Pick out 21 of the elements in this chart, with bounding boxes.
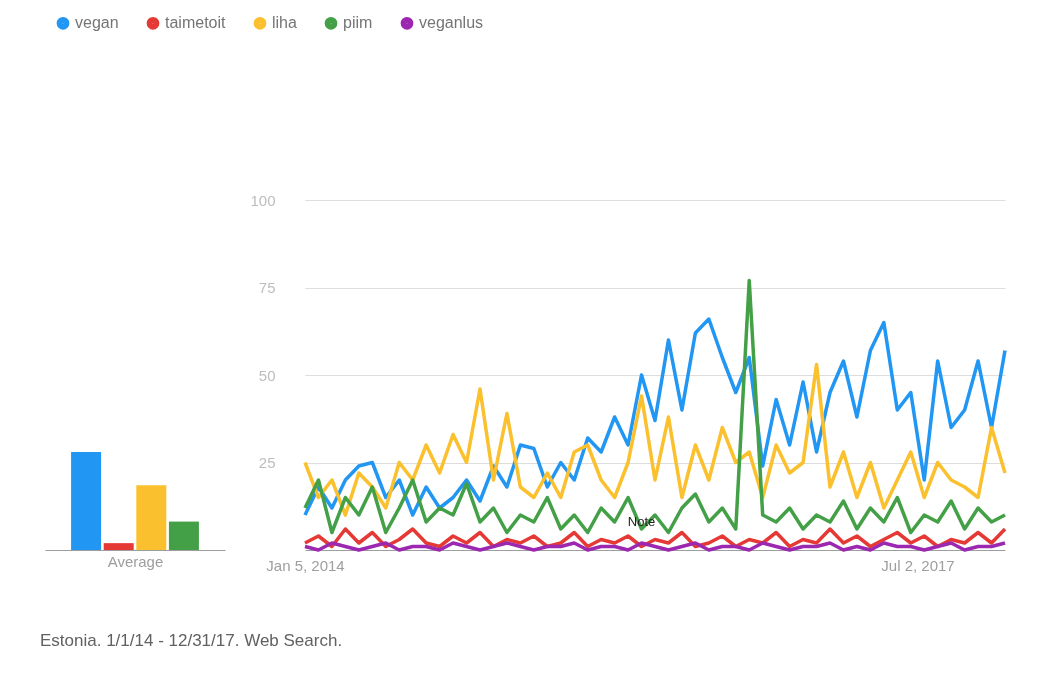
legend-label: vegan bbox=[75, 14, 119, 32]
y-tick-label: 25 bbox=[258, 454, 276, 471]
line-series bbox=[303, 527, 1007, 549]
bar bbox=[71, 452, 102, 550]
legend-label: taimetoit bbox=[165, 14, 227, 32]
text: Estonia. 1/1/14 - 12/31/17. Web Search. bbox=[40, 631, 343, 650]
y-tick-label: 75 bbox=[258, 279, 276, 296]
line-series bbox=[303, 278, 1007, 535]
x-axis-title: Average bbox=[107, 552, 164, 570]
legend-label: liha bbox=[272, 14, 298, 32]
line-series bbox=[303, 317, 1007, 517]
y-tick-label: 100 bbox=[250, 191, 276, 209]
line-series bbox=[303, 362, 1007, 517]
y-tick-label: 50 bbox=[258, 366, 276, 384]
bar bbox=[136, 485, 167, 550]
bar bbox=[103, 543, 134, 550]
x-tick-label: Jul 2, 2017 bbox=[881, 556, 955, 574]
legend-label: veganlus bbox=[419, 14, 484, 32]
legend-label: piim bbox=[343, 14, 373, 32]
bar bbox=[168, 521, 199, 550]
x-tick-label: Jan 5, 2014 bbox=[266, 556, 345, 574]
